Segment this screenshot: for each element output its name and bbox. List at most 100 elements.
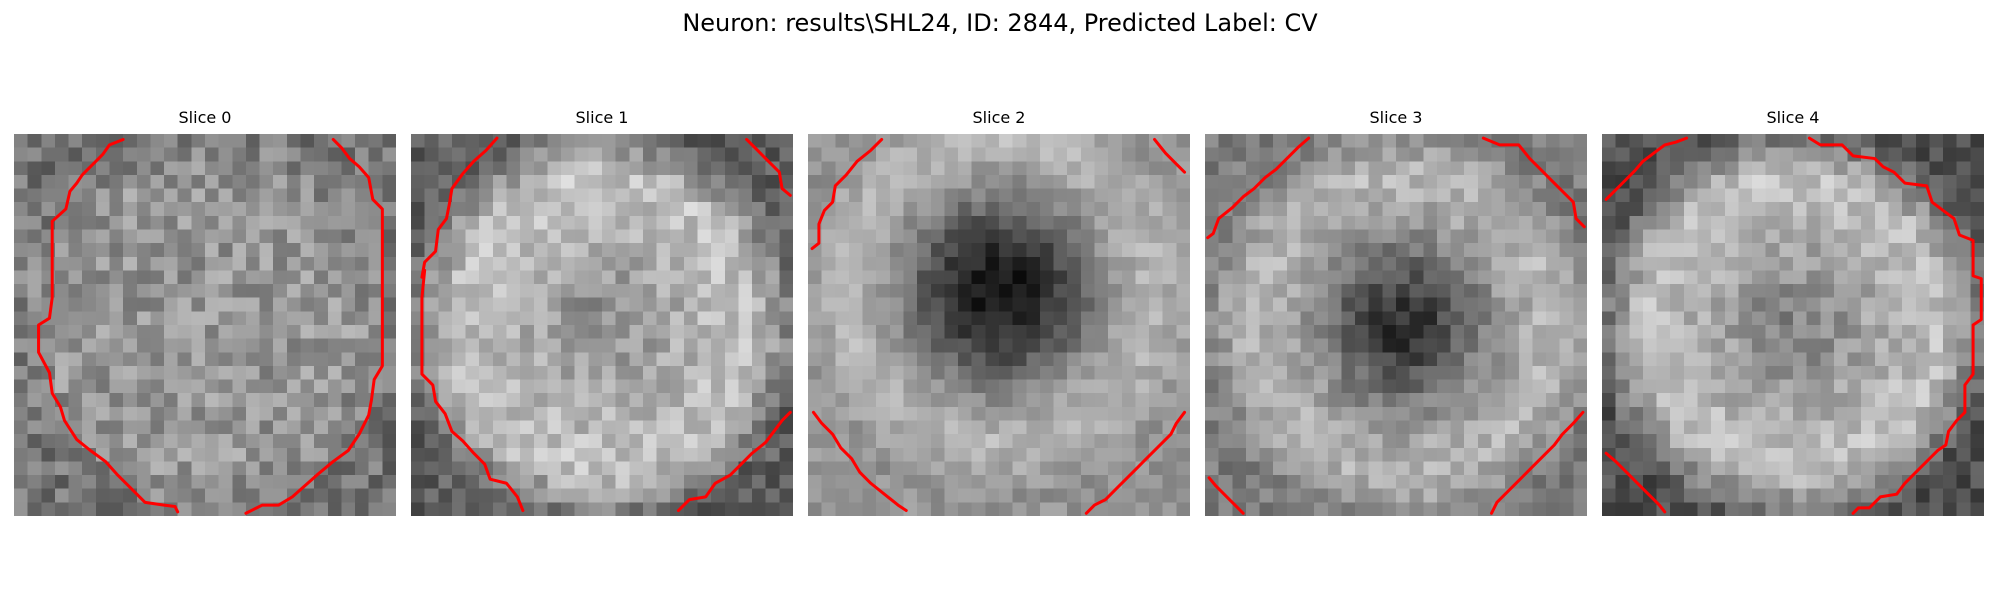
pixel bbox=[999, 134, 1013, 148]
pixel bbox=[808, 202, 822, 217]
pixel bbox=[1956, 338, 1971, 353]
pixel bbox=[368, 311, 383, 326]
pixel bbox=[1314, 202, 1329, 217]
pixel bbox=[245, 393, 260, 408]
pixel bbox=[697, 475, 712, 489]
pixel bbox=[1532, 215, 1547, 230]
pixel bbox=[821, 502, 836, 516]
pixel bbox=[1670, 311, 1685, 326]
pixel bbox=[1012, 174, 1027, 189]
pixel bbox=[177, 475, 192, 489]
pixel bbox=[1943, 379, 1957, 394]
pixel bbox=[1149, 202, 1163, 217]
pixel bbox=[191, 284, 206, 298]
slice-title: Slice 2 bbox=[972, 108, 1026, 127]
pixel bbox=[1314, 215, 1329, 230]
pixel bbox=[1135, 488, 1150, 503]
pixel bbox=[109, 243, 124, 258]
pixel bbox=[1149, 406, 1163, 421]
pixel bbox=[1902, 420, 1917, 435]
pixel bbox=[697, 393, 712, 408]
pixel bbox=[520, 393, 535, 408]
pixel bbox=[1724, 270, 1739, 285]
pixel bbox=[1629, 188, 1644, 203]
pixel bbox=[520, 215, 535, 230]
pixel bbox=[903, 161, 918, 176]
pixel bbox=[1806, 475, 1821, 489]
pixel bbox=[1793, 174, 1807, 189]
pixel bbox=[1053, 325, 1068, 339]
pixel bbox=[1902, 406, 1917, 421]
pixel bbox=[520, 406, 535, 421]
pixel bbox=[835, 311, 850, 326]
pixel bbox=[917, 502, 932, 516]
pixel bbox=[835, 325, 850, 339]
pixel bbox=[1738, 325, 1753, 339]
pixel bbox=[123, 202, 138, 217]
pixel bbox=[451, 488, 466, 503]
pixel bbox=[1683, 147, 1698, 162]
pixel bbox=[506, 311, 521, 326]
pixel bbox=[341, 161, 356, 176]
pixel bbox=[670, 393, 685, 408]
pixel bbox=[889, 338, 904, 353]
pixel bbox=[1368, 270, 1383, 285]
pixel bbox=[1314, 338, 1329, 353]
pixel bbox=[368, 406, 383, 421]
pixel bbox=[1491, 174, 1506, 189]
pixel bbox=[765, 461, 780, 476]
pixel bbox=[164, 406, 178, 421]
pixel bbox=[1067, 134, 1082, 148]
pixel bbox=[547, 188, 562, 203]
pixel bbox=[1833, 147, 1848, 162]
pixel bbox=[1121, 147, 1136, 162]
pixel bbox=[561, 447, 575, 462]
pixel bbox=[150, 447, 165, 462]
pixel bbox=[1355, 270, 1369, 285]
pixel bbox=[479, 406, 494, 421]
pixel bbox=[1026, 297, 1041, 312]
pixel bbox=[930, 461, 945, 476]
pixel bbox=[1915, 434, 1930, 449]
pixel bbox=[1629, 352, 1644, 367]
pixel bbox=[1108, 284, 1123, 298]
pixel bbox=[574, 447, 589, 462]
pixel bbox=[848, 352, 863, 367]
pixel bbox=[971, 243, 986, 258]
pixel bbox=[1108, 365, 1123, 380]
pixel bbox=[245, 147, 260, 162]
pixel bbox=[1450, 147, 1465, 162]
pixel bbox=[1532, 475, 1547, 489]
pixel bbox=[1629, 270, 1644, 285]
pixel bbox=[1149, 338, 1163, 353]
pixel bbox=[697, 284, 712, 298]
pixel bbox=[368, 488, 383, 503]
pixel bbox=[917, 297, 932, 312]
pixel bbox=[958, 475, 972, 489]
pixel bbox=[683, 147, 698, 162]
pixel bbox=[1218, 161, 1233, 176]
pixel bbox=[1080, 256, 1095, 271]
pixel bbox=[1273, 352, 1288, 367]
pixel bbox=[368, 270, 383, 285]
pixel bbox=[533, 284, 548, 298]
pixel bbox=[889, 188, 904, 203]
pixel bbox=[1232, 352, 1247, 367]
pixel bbox=[1670, 406, 1685, 421]
pixel bbox=[465, 215, 480, 230]
pixel bbox=[327, 325, 342, 339]
pixel bbox=[1573, 365, 1587, 380]
pixel bbox=[1423, 379, 1438, 394]
pixel bbox=[164, 379, 178, 394]
pixel bbox=[1779, 134, 1794, 148]
pixel bbox=[1642, 202, 1657, 217]
pixel bbox=[561, 420, 575, 435]
pixel bbox=[41, 338, 56, 353]
pixel bbox=[1902, 365, 1917, 380]
pixel bbox=[1642, 352, 1657, 367]
pixel bbox=[930, 434, 945, 449]
pixel bbox=[711, 284, 726, 298]
pixel bbox=[1314, 229, 1329, 244]
pixel bbox=[1615, 379, 1630, 394]
pixel bbox=[876, 188, 891, 203]
